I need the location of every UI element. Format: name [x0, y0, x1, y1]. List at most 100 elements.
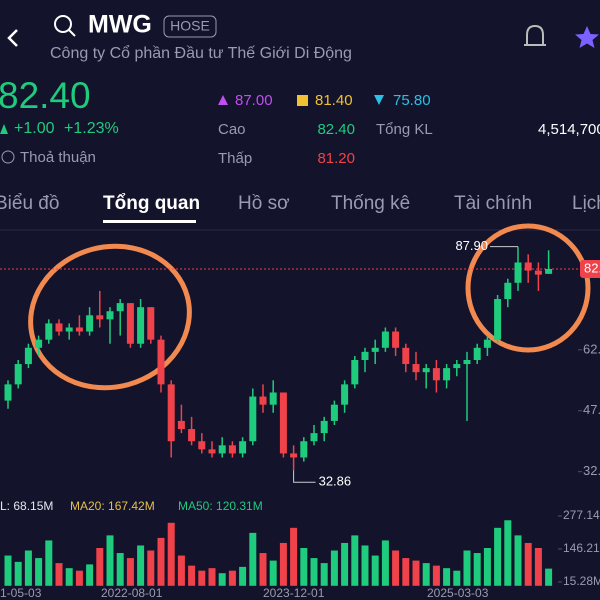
- candle-body: [361, 351, 369, 360]
- x-tick-label: 2022-08-01: [101, 586, 163, 600]
- volume-bar: [300, 547, 308, 586]
- tab[interactable]: Tài chính: [454, 193, 532, 214]
- circle-annotation: [465, 223, 591, 353]
- candle-body: [4, 384, 12, 401]
- candle-body: [239, 441, 247, 454]
- candle-body: [198, 441, 206, 450]
- tab[interactable]: Biểu đồ: [0, 193, 59, 214]
- volume-bar: [177, 555, 185, 586]
- candle-body: [371, 347, 379, 352]
- candle-body: [269, 392, 277, 405]
- clock-icon: [1, 150, 15, 164]
- volume-bar: [504, 520, 512, 586]
- candle-body: [463, 359, 471, 365]
- volume-bar: [188, 565, 196, 586]
- y-tick-label: 277.14M: [563, 508, 600, 522]
- candle-body: [167, 384, 175, 442]
- volume-bar: [320, 563, 328, 586]
- candle-body: [249, 396, 257, 442]
- candle-body: [443, 368, 451, 381]
- alert-button[interactable]: [524, 24, 546, 46]
- tab[interactable]: Tổng quan: [103, 193, 200, 214]
- volume-bar: [86, 564, 94, 586]
- candle-body: [402, 347, 410, 365]
- volume-bar: [218, 573, 226, 586]
- volume-bar: [351, 535, 359, 586]
- volume-bar: [534, 547, 542, 586]
- tab-underline: [103, 220, 196, 223]
- back-button[interactable]: [7, 29, 18, 47]
- candle-body: [14, 364, 22, 385]
- search-icon[interactable]: [54, 15, 76, 37]
- tab[interactable]: Lịch: [572, 193, 600, 214]
- candle-body: [494, 299, 502, 340]
- exchange-badge: [163, 15, 217, 38]
- floor: 75.80: [393, 92, 431, 109]
- candle-body: [218, 445, 226, 454]
- candle-body: [177, 420, 185, 430]
- candle-body: [45, 323, 53, 340]
- exchange: HOSE: [170, 18, 210, 34]
- candle-body: [330, 404, 338, 421]
- volume-bar: [75, 570, 83, 586]
- floor-icon: [374, 95, 384, 105]
- candle-body: [392, 331, 400, 348]
- candle-body: [279, 392, 287, 454]
- volume-bar: [341, 542, 349, 586]
- y-tick-label: 15.28M: [563, 574, 600, 588]
- legend-entry: L: 68.15M: [0, 499, 53, 513]
- volume-bar: [361, 545, 369, 586]
- candle-body: [341, 384, 349, 405]
- y-tick-label: 146.21M: [563, 541, 600, 555]
- legend-entry: MA50: 120.31M: [178, 499, 263, 513]
- reference: 81.40: [315, 92, 353, 109]
- volume-bar: [412, 560, 420, 586]
- candle-body: [422, 368, 430, 373]
- volume-bar: [381, 540, 389, 586]
- candle-body: [300, 441, 308, 458]
- price: 82.40: [0, 75, 91, 116]
- max-label: 87.90: [455, 238, 488, 253]
- tab[interactable]: Thống kê: [331, 193, 410, 214]
- volume-bar: [167, 522, 175, 586]
- volume-bar: [4, 555, 12, 586]
- min-marker: [293, 470, 316, 483]
- candle-body: [351, 359, 359, 385]
- volume-bar: [371, 555, 379, 586]
- candle-body: [147, 307, 155, 340]
- volume-bar: [55, 563, 63, 586]
- volume-bar: [453, 570, 461, 586]
- candle-body: [208, 449, 216, 454]
- volume-bar: [330, 550, 338, 586]
- x-tick-label: 1-05-03: [0, 586, 42, 600]
- ceiling: 87.00: [235, 92, 273, 109]
- volume-bar: [35, 558, 43, 586]
- volume-bar: [545, 568, 553, 586]
- candle-body: [290, 453, 298, 458]
- session: Thoả thuận: [20, 149, 96, 166]
- candle-body: [157, 339, 165, 385]
- volume-bar: [157, 537, 165, 586]
- volume-bar: [290, 527, 298, 586]
- volume-bar: [208, 568, 216, 586]
- volume-bar: [147, 550, 155, 586]
- candle-body: [514, 262, 522, 283]
- candle-body: [381, 331, 389, 348]
- volume-bar: [239, 566, 247, 586]
- y-tick-label: 32.50: [583, 463, 600, 478]
- volume-bar: [279, 542, 287, 586]
- volume-bar: [473, 553, 481, 586]
- candle-body: [228, 445, 236, 454]
- candle-body: [310, 433, 318, 442]
- candle-body: [24, 347, 32, 365]
- up-arrow: [0, 124, 8, 134]
- tab[interactable]: Hồ sơ: [238, 193, 290, 214]
- favorite-button[interactable]: [575, 26, 599, 48]
- candle-body: [504, 282, 512, 300]
- y-tick-label: 62.50: [583, 341, 600, 356]
- volume-bar: [432, 565, 440, 586]
- company: Công ty Cổ phần Đầu tư Thế Giới Di Động: [50, 44, 352, 62]
- reference-icon: [297, 95, 308, 106]
- candle-body: [545, 268, 553, 274]
- volume-bar: [228, 570, 236, 586]
